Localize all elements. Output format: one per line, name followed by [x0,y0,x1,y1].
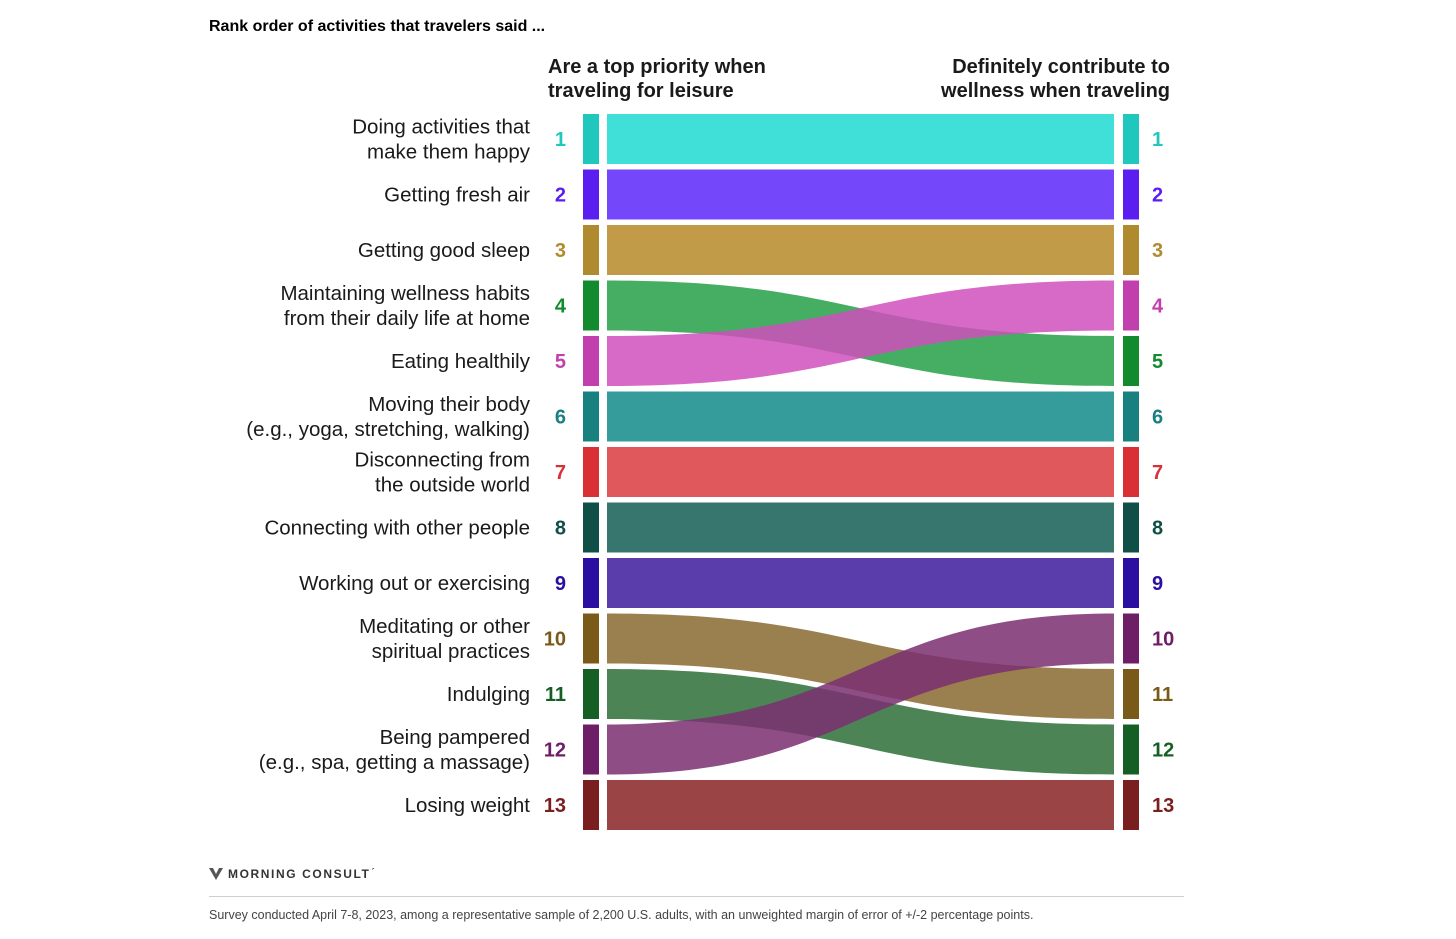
right-rank-label: 3 [1152,240,1163,262]
flow-band [607,280,1114,386]
left-rank-bar [583,447,599,497]
activity-label: Indulging [447,683,530,706]
left-rank-label: 1 [555,129,566,151]
right-rank-label: 11 [1152,684,1173,706]
right-axis-title-line: wellness when traveling [941,80,1170,102]
left-rank-label: 6 [555,407,566,429]
right-rank-bar [1123,391,1139,442]
flow-band [607,613,1114,775]
left-rank-label: 11 [545,684,566,706]
flow-band [607,391,1114,442]
right-rank-bar [1123,225,1139,275]
activity-label: Connecting with other people [264,517,530,540]
flow-band [607,225,1114,275]
right-rank-bar [1123,114,1139,164]
right-axis-title: Definitely contribute to wellness when t… [941,55,1170,103]
flow-band [607,502,1114,553]
left-rank-label: 12 [544,740,566,762]
brand: MORNING CONSULT ´ [209,867,376,881]
right-axis-title-line: Definitely contribute to [952,56,1170,78]
left-rank-bar [583,114,599,164]
left-rank-label: 7 [555,462,566,484]
right-rank-bar [1123,558,1139,608]
activity-label: spiritual practices [372,640,530,663]
left-rank-bar [583,280,599,331]
activity-label: the outside world [375,474,530,497]
left-rank-bar [583,502,599,553]
left-rank-bar [583,613,599,664]
flow-band [607,114,1114,164]
left-axis-title: Are a top priority when traveling for le… [548,55,766,103]
activity-label: Being pampered [380,726,530,749]
activity-label: Meditating or other [359,615,530,638]
right-rank-bar [1123,502,1139,553]
right-rank-label: 4 [1152,296,1164,318]
left-rank-label: 3 [555,240,566,262]
left-rank-bar [583,336,599,386]
right-rank-label: 7 [1152,462,1163,484]
left-rank-label: 2 [555,185,566,207]
activity-label: Moving their body [368,393,531,416]
activity-label: (e.g., spa, getting a massage) [259,751,530,774]
flow-band [607,669,1114,775]
right-rank-bar [1123,613,1139,664]
left-rank-bar [583,724,599,775]
left-axis-title-line: traveling for leisure [548,80,734,102]
right-rank-label: 1 [1152,129,1163,151]
right-rank-bar [1123,780,1139,830]
brand-mark: ´ [371,867,377,877]
activity-label: (e.g., yoga, stretching, walking) [246,418,530,441]
left-rank-bar [583,558,599,608]
left-axis-title-line: Are a top priority when [548,56,766,78]
activity-label: Getting fresh air [384,184,530,207]
flow-band [607,613,1114,719]
flow-band [607,558,1114,608]
right-rank-bar [1123,724,1139,775]
left-rank-label: 13 [544,795,566,817]
activity-label: Doing activities that [352,116,530,139]
right-rank-label: 9 [1152,573,1163,595]
left-rank-label: 4 [555,296,567,318]
flow-band [607,447,1114,497]
right-rank-label: 8 [1152,518,1163,540]
right-rank-bar [1123,669,1139,719]
left-rank-bar [583,169,599,220]
activity-label: Eating healthily [391,350,531,373]
activity-label: Getting good sleep [358,239,530,262]
activity-label: Losing weight [405,794,531,817]
right-rank-bar [1123,169,1139,220]
right-rank-label: 12 [1152,740,1174,762]
activity-label: Disconnecting from [355,449,530,472]
chart-title: Rank order of activities that travelers … [209,18,546,35]
left-rank-bar [583,391,599,442]
activity-label: make them happy [367,141,531,164]
left-rank-bar [583,669,599,719]
right-rank-label: 2 [1152,185,1163,207]
activity-label: Working out or exercising [299,572,530,595]
left-rank-bar [583,780,599,830]
right-rank-label: 6 [1152,407,1163,429]
left-rank-label: 8 [555,518,566,540]
right-rank-label: 5 [1152,351,1163,373]
footer-divider [209,896,1184,897]
flow-band [607,780,1114,830]
m-logo-icon [209,868,223,880]
activity-label: from their daily life at home [284,307,530,330]
left-rank-label: 10 [544,629,566,651]
footnote: Survey conducted April 7-8, 2023, among … [209,908,1034,922]
right-rank-label: 10 [1152,629,1174,651]
left-rank-bar [583,225,599,275]
activity-label: Maintaining wellness habits [280,282,530,305]
right-rank-bar [1123,280,1139,331]
right-rank-label: 13 [1152,795,1174,817]
left-rank-label: 5 [555,351,566,373]
right-rank-bar [1123,336,1139,386]
left-rank-label: 9 [555,573,566,595]
flow-band [607,169,1114,220]
brand-name: MORNING CONSULT [228,867,371,881]
right-rank-bar [1123,447,1139,497]
